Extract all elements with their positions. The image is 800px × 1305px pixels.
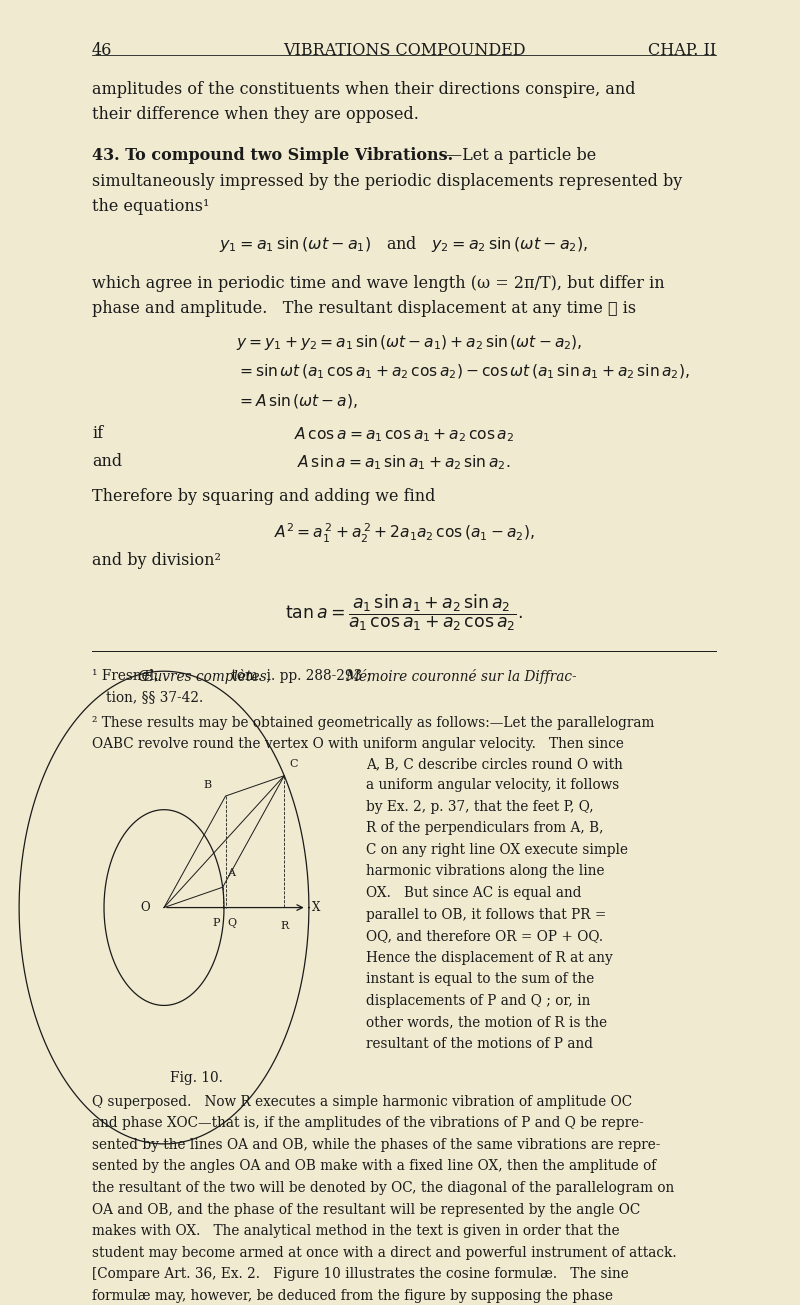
Text: $= A\,\mathrm{sin}\,(\omega t - a),$: $= A\,\mathrm{sin}\,(\omega t - a),$ [236,392,358,410]
Text: Q superposed.   Now R executes a simple harmonic vibration of amplitude OC: Q superposed. Now R executes a simple ha… [92,1095,632,1109]
Text: and: and [92,453,122,470]
Text: Fig. 10.: Fig. 10. [170,1071,222,1086]
Text: 43. To compound two Simple Vibrations.: 43. To compound two Simple Vibrations. [92,147,453,164]
Text: tion, §§ 37-42.: tion, §§ 37-42. [106,690,204,705]
Text: CHAP. II: CHAP. II [648,42,716,59]
Text: Mémoire couronné sur la Diffrac-: Mémoire couronné sur la Diffrac- [346,668,578,684]
Text: and phase XOC—that is, if the amplitudes of the vibrations of P and Q be repre-: and phase XOC—that is, if the amplitudes… [92,1116,644,1130]
Text: $A\,\mathrm{sin}\,a = a_1\,\mathrm{sin}\,a_1 + a_2\,\mathrm{sin}\,a_2.$: $A\,\mathrm{sin}\,a = a_1\,\mathrm{sin}\… [298,453,510,471]
Text: resultant of the motions of P and: resultant of the motions of P and [366,1036,594,1051]
Text: —Let a particle be: —Let a particle be [446,147,597,164]
Text: VIBRATIONS COMPOUNDED: VIBRATIONS COMPOUNDED [282,42,526,59]
Text: instant is equal to the sum of the: instant is equal to the sum of the [366,972,594,987]
Text: A: A [226,868,234,878]
Text: X: X [311,900,320,914]
Text: amplitudes of the constituents when their directions conspire, and: amplitudes of the constituents when thei… [92,81,635,98]
Text: B: B [203,779,211,790]
Text: makes with OX.   The analytical method in the text is given in order that the: makes with OX. The analytical method in … [92,1224,620,1238]
Text: which agree in periodic time and wave length (ω = 2π/T), but differ in: which agree in periodic time and wave le… [92,274,665,292]
Text: ¹ Fresnel,: ¹ Fresnel, [92,668,163,683]
Text: parallel to OB, it follows that PR =: parallel to OB, it follows that PR = [366,907,606,921]
Text: P: P [213,917,220,928]
Text: OQ, and therefore OR = OP + OQ.: OQ, and therefore OR = OP + OQ. [366,929,603,944]
Text: R: R [280,920,288,930]
Text: OABC revolve round the vertex O with uniform angular velocity.   Then since: OABC revolve round the vertex O with uni… [92,737,624,752]
Text: harmonic vibrations along the line: harmonic vibrations along the line [366,864,605,878]
Text: $\tan a = \dfrac{a_1\,\mathrm{sin}\,a_1 + a_2\,\mathrm{sin}\,a_2}{a_1\,\mathrm{c: $\tan a = \dfrac{a_1\,\mathrm{sin}\,a_1 … [285,592,523,633]
Text: displacements of P and Q ; or, in: displacements of P and Q ; or, in [366,993,590,1007]
Text: $A^2 = a_1^{\,2} + a_2^{\,2} + 2a_1 a_2\,\mathrm{cos}\,(a_1 - a_2),$: $A^2 = a_1^{\,2} + a_2^{\,2} + 2a_1 a_2\… [274,522,534,544]
Text: other words, the motion of R is the: other words, the motion of R is the [366,1015,607,1030]
Text: C on any right line OX execute simple: C on any right line OX execute simple [366,843,629,857]
Text: if: if [92,425,103,442]
Text: the resultant of the two will be denoted by OC, the diagonal of the parallelogra: the resultant of the two will be denoted… [92,1181,674,1195]
Text: $= \mathrm{sin}\,\omega t\,(a_1\,\mathrm{cos}\,a_1 + a_2\,\mathrm{cos}\,a_2) - \: $= \mathrm{sin}\,\omega t\,(a_1\,\mathrm… [236,363,690,381]
Text: student may become armed at once with a direct and powerful instrument of attack: student may become armed at once with a … [92,1245,677,1259]
Text: by Ex. 2, p. 37, that the feet P, Q,: by Ex. 2, p. 37, that the feet P, Q, [366,800,594,814]
Text: $y_1 = a_1\,\mathrm{sin}\,(\omega t - a_1)$   and   $y_2 = a_2\,\mathrm{sin}\,(\: $y_1 = a_1\,\mathrm{sin}\,(\omega t - a_… [219,234,589,254]
Text: Q: Q [227,917,236,928]
Text: phase and amplitude.   The resultant displacement at any time ℓ is: phase and amplitude. The resultant displ… [92,300,636,317]
Text: $y = y_1 + y_2 = a_1\,\mathrm{sin}\,(\omega t - a_1) + a_2\,\mathrm{sin}\,(\omeg: $y = y_1 + y_2 = a_1\,\mathrm{sin}\,(\om… [236,333,582,352]
Text: Therefore by squaring and adding we find: Therefore by squaring and adding we find [92,488,435,505]
Text: OX.   But since AC is equal and: OX. But since AC is equal and [366,886,582,900]
Text: sented by the lines OA and OB, while the phases of the same vibrations are repre: sented by the lines OA and OB, while the… [92,1138,660,1152]
Text: the equations¹: the equations¹ [92,198,210,215]
Text: A, B, C describe circles round O with: A, B, C describe circles round O with [366,757,623,771]
Text: ² These results may be obtained geometrically as follows:—Let the parallelogram: ² These results may be obtained geometri… [92,716,654,729]
Text: formulæ may, however, be deduced from the figure by supposing the phase: formulæ may, however, be deduced from th… [92,1288,613,1302]
Text: [Compare Art. 36, Ex. 2.   Figure 10 illustrates the cosine formulæ.   The sine: [Compare Art. 36, Ex. 2. Figure 10 illus… [92,1267,629,1282]
Text: Œuvres complètes,: Œuvres complètes, [138,668,270,684]
Text: O: O [140,900,150,914]
Text: Hence the displacement of R at any: Hence the displacement of R at any [366,950,613,964]
Text: OA and OB, and the phase of the resultant will be represented by the angle OC: OA and OB, and the phase of the resultan… [92,1202,640,1216]
Text: 46: 46 [92,42,112,59]
Text: a uniform angular velocity, it follows: a uniform angular velocity, it follows [366,778,620,792]
Text: tom. i. pp. 288-293 ;: tom. i. pp. 288-293 ; [227,668,376,683]
Text: $A\,\mathrm{cos}\,a = a_1\,\mathrm{cos}\,a_1 + a_2\,\mathrm{cos}\,a_2$: $A\,\mathrm{cos}\,a = a_1\,\mathrm{cos}\… [294,425,514,444]
Text: C: C [290,760,298,769]
Text: sented by the angles OA and OB make with a fixed line OX, then the amplitude of: sented by the angles OA and OB make with… [92,1159,656,1173]
Text: and by division²: and by division² [92,552,221,569]
Text: R of the perpendiculars from A, B,: R of the perpendiculars from A, B, [366,821,604,835]
Text: simultaneously impressed by the periodic displacements represented by: simultaneously impressed by the periodic… [92,172,682,191]
Text: their difference when they are opposed.: their difference when they are opposed. [92,107,419,124]
